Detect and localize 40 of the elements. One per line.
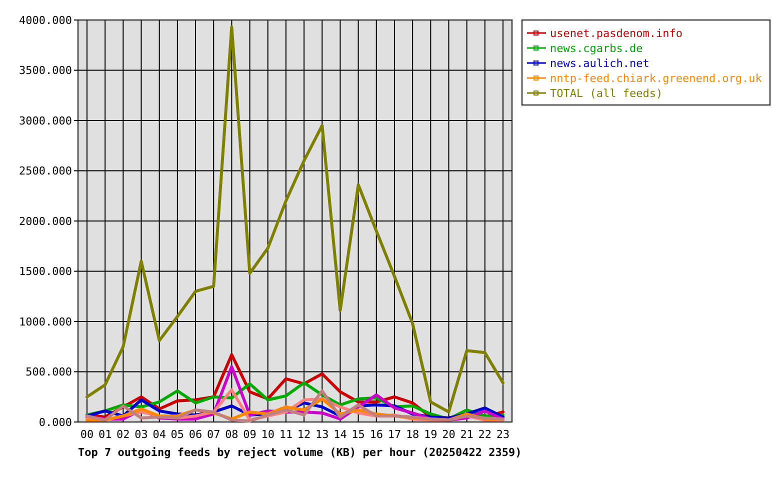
y-tick-label: 500.000 xyxy=(26,366,72,379)
x-tick-label: 17 xyxy=(388,428,402,441)
legend-label: usenet.pasdenom.info xyxy=(550,26,682,40)
x-tick-label: 01 xyxy=(98,428,112,441)
x-tick-label: 22 xyxy=(478,428,492,441)
y-tick-label: 2500.000 xyxy=(19,164,72,178)
y-tick-label: 2000.000 xyxy=(19,214,72,228)
x-tick-label: 14 xyxy=(334,428,348,441)
x-tick-label: 00 xyxy=(80,428,94,441)
x-tick-label: 02 xyxy=(116,428,130,441)
x-tick-label: 07 xyxy=(206,428,220,441)
x-tick-label: 19 xyxy=(424,428,438,441)
x-tick-label: 20 xyxy=(442,428,456,441)
x-tick-label: 05 xyxy=(170,428,184,441)
x-tick-label: 15 xyxy=(352,428,365,441)
legend-label: nntp-feed.chiark.greenend.org.uk xyxy=(550,72,762,85)
x-tick-label: 21 xyxy=(460,428,474,441)
y-tick-label: 3500.000 xyxy=(19,64,72,78)
y-tick-label: 3000.000 xyxy=(19,114,72,128)
x-tick-label: 09 xyxy=(243,428,256,441)
x-tick-label: 12 xyxy=(297,428,311,441)
legend-label: news.cgarbs.de xyxy=(550,42,643,55)
x-tick-label: 03 xyxy=(134,428,148,441)
line-series xyxy=(86,26,504,414)
y-tick-label: 1000.000 xyxy=(19,315,72,328)
text: Top 7 outgoing feeds by reject volume (KB) per hour (20250422 2359) xyxy=(78,446,522,459)
x-tick-label: 23 xyxy=(496,428,510,441)
x-tick-label: 18 xyxy=(406,428,420,441)
x-tick-label: 04 xyxy=(152,428,166,441)
x-tick-label: 10 xyxy=(261,428,274,441)
y-tick-label: 1500.000 xyxy=(19,265,72,278)
x-tick-label: 08 xyxy=(225,428,238,441)
x-tick-label: 13 xyxy=(316,428,329,441)
x-tick-label: 06 xyxy=(188,428,202,441)
x-tick-label: 16 xyxy=(370,428,384,441)
y-tick-label: 0.000 xyxy=(38,416,72,429)
y-tick-label: 4000.000 xyxy=(19,14,72,27)
x-tick-label: 11 xyxy=(279,428,293,441)
legend-label: TOTAL (all feeds) xyxy=(550,86,663,100)
legend-label: news.aulich.net xyxy=(550,56,650,70)
